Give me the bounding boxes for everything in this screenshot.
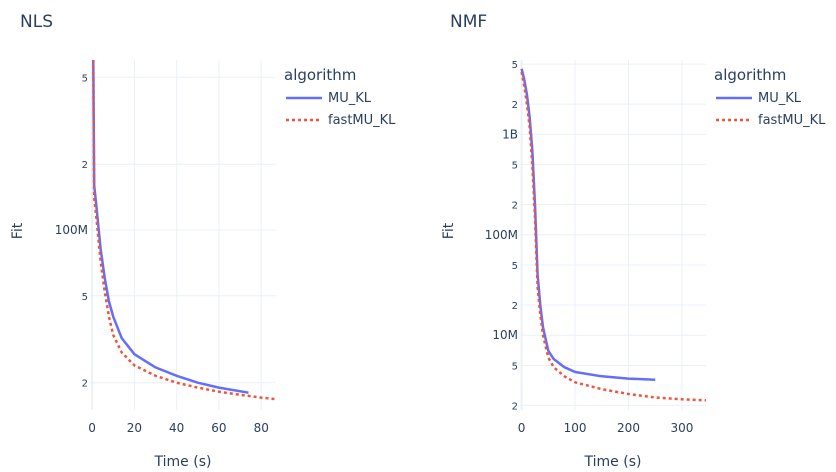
nmf-legend: algorithm MU_KL fastMU_KL (714, 66, 826, 128)
nmf-x-tick-label: 300 (670, 421, 693, 435)
nmf-legend-label: MU_KL (758, 91, 802, 106)
nls-y-tick-label: 5 (82, 73, 88, 84)
nls-y-axis-label: Fit (10, 222, 26, 239)
nmf-y-tick-label: 5 (512, 161, 518, 172)
nls-legend: algorithm MU_KL fastMU_KL (284, 66, 396, 128)
nmf-y-tick-label: 100M (485, 228, 518, 242)
nmf-y-tick-label: 5 (512, 60, 518, 71)
nls-y-tick-label: 5 (82, 292, 88, 303)
nls-legend-label: MU_KL (328, 91, 372, 106)
nmf-panel: 0 100 200 300 2 5 10M 2 5 100M 2 5 1B 2 5 NMF Time (s) Fi… (441, 12, 826, 470)
nls-y-tick-label: 100M (55, 223, 88, 237)
nls-x-axis-label: Time (s) (154, 454, 212, 470)
nmf-y-tick-label: 10M (492, 328, 518, 342)
nmf-y-tick-label: 2 (512, 401, 518, 412)
nmf-y-axis-label: Fit (441, 222, 457, 239)
nmf-series-line-mu-kl (520, 68, 656, 382)
nls-series-line-mu-kl (92, 60, 249, 394)
nls-x-tick-label: 0 (88, 421, 96, 435)
nmf-chart-title: NMF (450, 12, 487, 32)
nmf-x-tick-label: 0 (518, 421, 526, 435)
nls-x-tick-label: 40 (169, 421, 184, 435)
nls-x-tick-label: 60 (211, 421, 226, 435)
nmf-series-line-fastmu-kl (520, 71, 706, 402)
nls-x-tick-label: 80 (254, 421, 269, 435)
nls-panel: 0 20 40 60 80 2 5 100M 2 5 NLS Time (s) Fit algorithm… (10, 12, 396, 470)
nls-legend-label: fastMU_KL (328, 113, 396, 128)
nmf-x-tick-label: 100 (564, 421, 587, 435)
nls-y-tick-label: 2 (82, 160, 88, 171)
nmf-y-tick-label: 5 (512, 261, 518, 272)
nmf-x-axis-label: Time (s) (584, 454, 642, 470)
nmf-y-tick-label: 2 (512, 100, 518, 111)
nls-series-line-fastmu-kl (92, 60, 276, 401)
nmf-y-tick-label: 2 (512, 201, 518, 212)
nmf-x-tick-label: 200 (617, 421, 640, 435)
nmf-legend-label: fastMU_KL (758, 113, 826, 128)
nmf-y-tick-label: 5 (512, 361, 518, 372)
nmf-y-tick-label: 1B (502, 127, 518, 141)
nls-legend-title: algorithm (284, 66, 356, 84)
nls-chart-title: NLS (20, 12, 53, 32)
nls-x-tick-label: 20 (127, 421, 142, 435)
nmf-y-tick-label: 2 (512, 301, 518, 312)
nmf-legend-title: algorithm (714, 66, 786, 84)
nls-y-tick-label: 2 (82, 379, 88, 390)
